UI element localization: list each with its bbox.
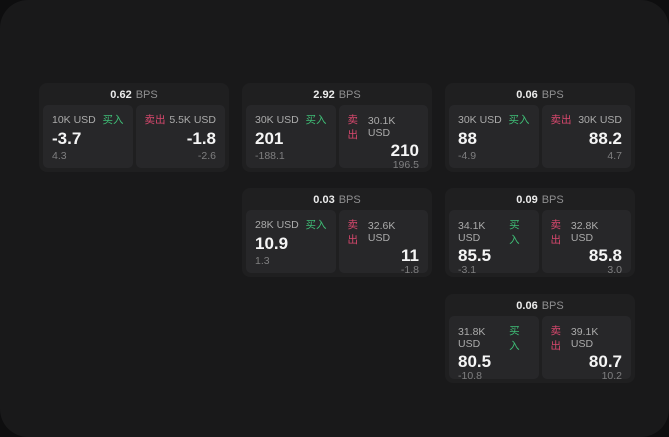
buy-quote-panel[interactable]: 10K USD 买入 -3.7 4.3: [43, 105, 133, 168]
buy-amount: 30K USD: [458, 113, 502, 126]
sell-amount: 32.6K USD: [367, 220, 396, 244]
spread-unit-label: BPS: [541, 299, 564, 312]
sell-delta: 10.2: [601, 370, 622, 382]
buy-price: 88: [458, 129, 477, 148]
sell-price: 88.2: [588, 129, 622, 148]
quote-card-4: 0.03 BPS 28K USD 买入 10.9 1.3 卖出 32.6K US…: [242, 188, 432, 277]
buy-side-label: 买入: [102, 114, 124, 126]
buy-side-label: 买入: [508, 114, 530, 126]
spread-header: 0.62 BPS: [39, 83, 229, 103]
sell-side-label: 卖出: [550, 325, 562, 352]
sell-quote-panel[interactable]: 卖出 30.1K USD 210 196.5: [338, 105, 428, 171]
buy-delta: 1.3: [255, 255, 270, 267]
sell-amount: 32.8K USD: [570, 220, 599, 244]
sell-side-label: 卖出: [550, 114, 572, 126]
spread-unit-label: BPS: [541, 88, 564, 101]
spread-header: 0.06 BPS: [445, 294, 635, 314]
sell-quote-panel[interactable]: 卖出 5.5K USD -1.8 -2.6: [135, 105, 225, 168]
buy-side-label: 买入: [305, 114, 327, 126]
sell-quote-panel[interactable]: 卖出 30K USD 88.2 4.7: [541, 105, 631, 168]
buy-delta: -188.1: [255, 150, 285, 162]
buy-amount: 34.1K USD: [458, 220, 486, 244]
buy-delta: -3.1: [458, 264, 477, 276]
buy-price: 10.9: [255, 234, 289, 253]
sell-delta: 196.5: [392, 159, 419, 171]
buy-price: 201: [255, 129, 284, 148]
spread-value: 0.03: [313, 193, 335, 206]
quote-card-3: 0.06 BPS 30K USD 买入 88 -4.9 卖出 30K USD 8…: [445, 83, 635, 172]
buy-side-label: 买入: [305, 219, 327, 231]
sell-price: 80.7: [588, 352, 622, 371]
quote-card-2: 2.92 BPS 30K USD 买入 201 -188.1 卖出 30.1K …: [242, 83, 432, 172]
sell-amount: 39.1K USD: [570, 326, 599, 350]
sell-amount: 5.5K USD: [169, 113, 216, 126]
buy-quote-panel[interactable]: 31.8K USD 买入 80.5 -10.8: [449, 316, 539, 382]
spread-unit-label: BPS: [338, 88, 361, 101]
spread-value: 2.92: [313, 88, 335, 101]
buy-quote-panel[interactable]: 28K USD 买入 10.9 1.3: [246, 210, 336, 273]
sell-delta: -2.6: [197, 150, 216, 162]
sell-quote-panel[interactable]: 卖出 32.8K USD 85.8 3.0: [541, 210, 631, 276]
buy-quote-panel[interactable]: 30K USD 买入 201 -188.1: [246, 105, 336, 168]
buy-amount: 28K USD: [255, 218, 299, 231]
sell-quote-panel[interactable]: 卖出 39.1K USD 80.7 10.2: [541, 316, 631, 382]
spread-unit-label: BPS: [541, 193, 564, 206]
buy-delta: -4.9: [458, 150, 477, 162]
buy-side-label: 买入: [509, 219, 520, 246]
quote-card-1: 0.62 BPS 10K USD 买入 -3.7 4.3 卖出 5.5K USD…: [39, 83, 229, 172]
sell-price: 85.8: [588, 246, 622, 265]
sell-price: 210: [390, 141, 419, 160]
sell-side-label: 卖出: [347, 219, 359, 246]
spread-unit-label: BPS: [338, 193, 361, 206]
sell-side-label: 卖出: [144, 114, 166, 126]
spread-header: 0.09 BPS: [445, 188, 635, 208]
sell-delta: 4.7: [607, 150, 622, 162]
buy-quote-panel[interactable]: 30K USD 买入 88 -4.9: [449, 105, 539, 168]
spread-value: 0.62: [110, 88, 132, 101]
sell-amount: 30.1K USD: [367, 115, 396, 139]
spread-header: 2.92 BPS: [242, 83, 432, 103]
sell-side-label: 卖出: [550, 219, 562, 246]
spread-value: 0.09: [516, 193, 538, 206]
quote-card-5: 0.09 BPS 34.1K USD 买入 85.5 -3.1 卖出 32.8K…: [445, 188, 635, 277]
spread-header: 0.03 BPS: [242, 188, 432, 208]
sell-delta: -1.8: [400, 264, 419, 276]
buy-delta: -10.8: [458, 370, 482, 382]
sell-amount: 30K USD: [578, 113, 622, 126]
spread-value: 0.06: [516, 299, 538, 312]
sell-price: 11: [401, 246, 419, 265]
spread-value: 0.06: [516, 88, 538, 101]
buy-amount: 10K USD: [52, 113, 96, 126]
quote-card-6: 0.06 BPS 31.8K USD 买入 80.5 -10.8 卖出 39.1…: [445, 294, 635, 383]
buy-delta: 4.3: [52, 150, 67, 162]
spread-header: 0.06 BPS: [445, 83, 635, 103]
buy-amount: 30K USD: [255, 113, 299, 126]
buy-side-label: 买入: [509, 325, 520, 352]
sell-side-label: 卖出: [347, 114, 359, 141]
spread-unit-label: BPS: [135, 88, 158, 101]
sell-price: -1.8: [186, 129, 216, 148]
buy-amount: 31.8K USD: [458, 326, 486, 350]
buy-price: -3.7: [52, 129, 82, 148]
sell-delta: 3.0: [607, 264, 622, 276]
buy-price: 85.5: [458, 246, 492, 265]
buy-price: 80.5: [458, 352, 492, 371]
sell-quote-panel[interactable]: 卖出 32.6K USD 11 -1.8: [338, 210, 428, 276]
buy-quote-panel[interactable]: 34.1K USD 买入 85.5 -3.1: [449, 210, 539, 276]
